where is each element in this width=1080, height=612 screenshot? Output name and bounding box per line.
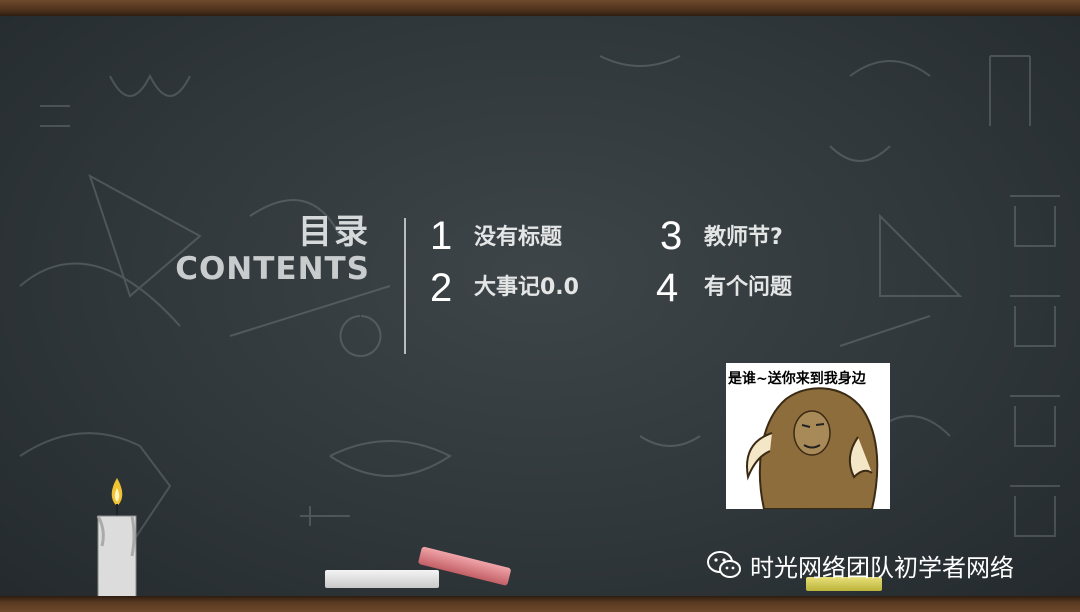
watermark: 时光网络团队初学者网络 [706,548,1014,582]
meme-image: 是谁~送你来到我身边 [726,363,890,509]
divider-line [404,218,406,354]
chalk-background-doodles [19,55,1060,547]
toc-item-label: 教师节? [704,225,783,250]
toc-item-number: 3 [660,214,683,258]
potato-character-illustration [746,387,879,509]
wechat-icon [707,551,741,578]
toc-item-label: 没有标题 [474,225,563,250]
toc-title: 目录 CONTENTS [150,212,370,286]
toc-item-number: 1 [430,214,453,258]
white-chalk-stick [325,570,439,588]
candle-illustration [96,478,137,605]
watermark-text: 时光网络团队初学者网络 [750,553,1014,582]
toc-item-number: 4 [656,266,679,310]
toc-title-cn: 目录 [298,212,370,252]
toc-title-en: CONTENTS [175,251,370,287]
board-frame-top [0,0,1080,16]
meme-caption: 是谁~送你来到我身边 [728,371,866,387]
toc-item-number: 2 [430,266,453,310]
toc-item-label: 大事记0.0 [474,275,579,300]
yellow-chalk-stick [806,577,882,591]
toc-item-label: 有个问题 [704,275,793,300]
board-frame-bottom [0,596,1080,612]
